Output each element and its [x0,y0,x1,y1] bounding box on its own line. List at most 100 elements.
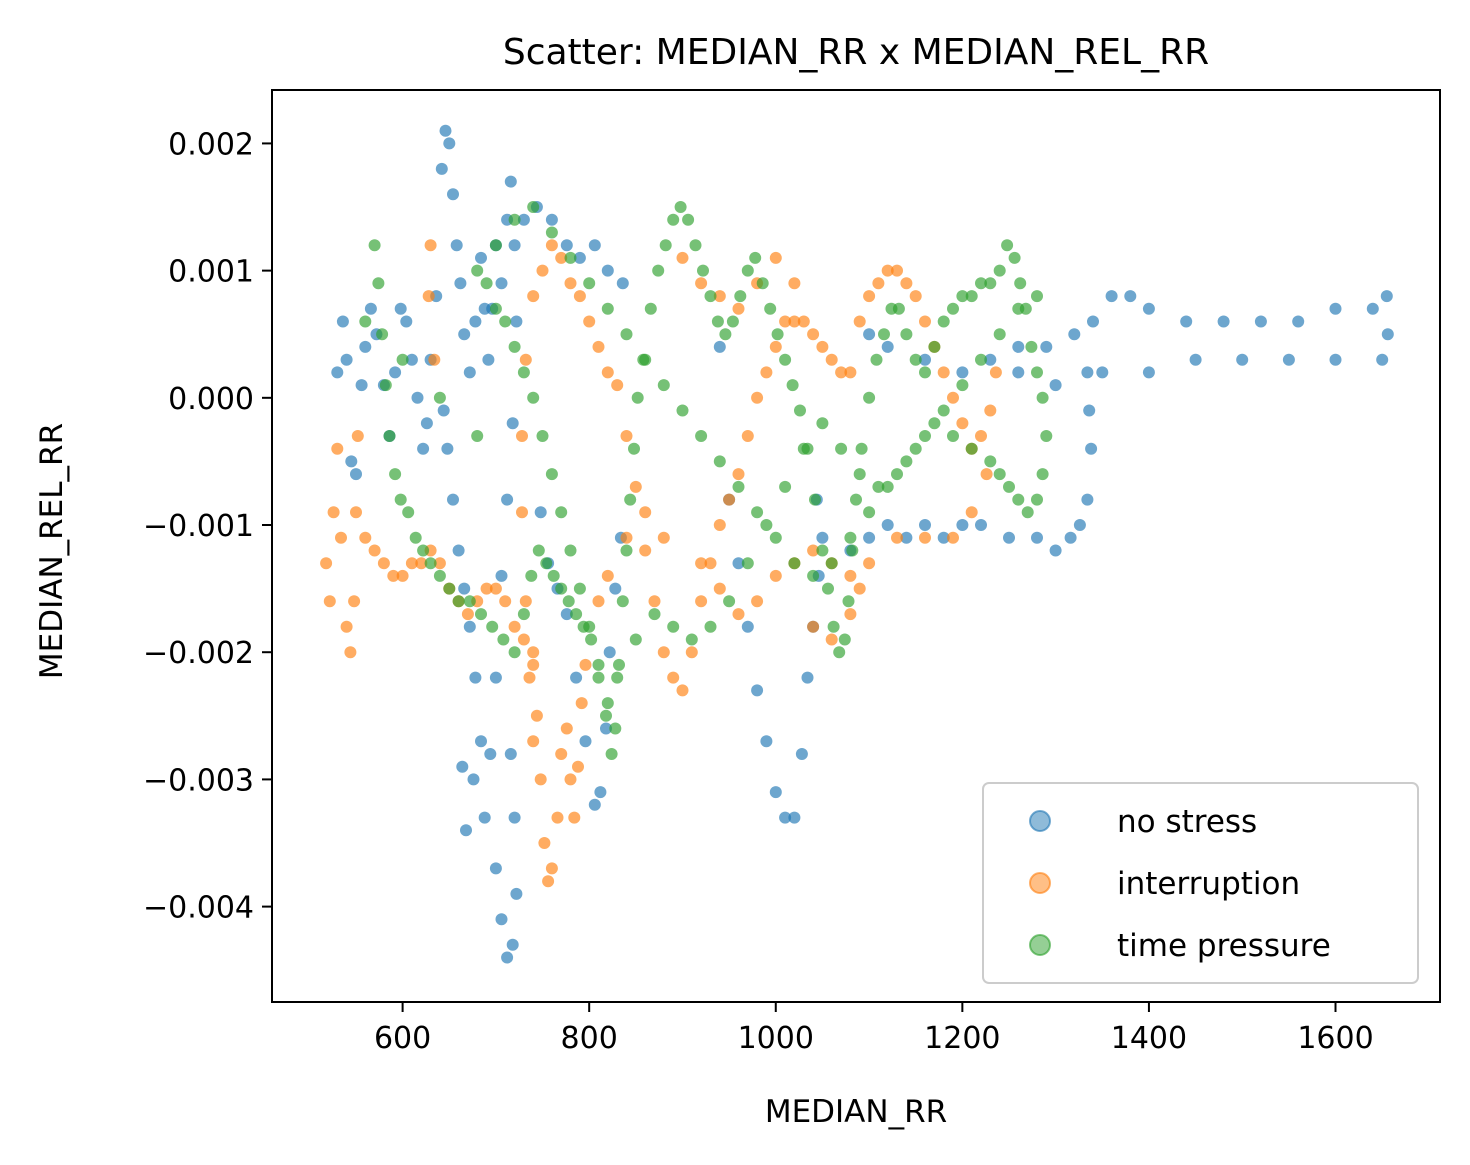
data-point [756,277,769,290]
legend-marker-no-stress [1029,810,1051,832]
data-point [1083,404,1096,417]
data-point [547,569,560,582]
data-point [433,569,446,582]
data-point [947,531,959,544]
data-point [676,684,689,697]
data-point [807,620,820,633]
data-point [844,531,857,544]
data-point [628,442,640,455]
data-point [892,302,905,315]
legend-box [982,782,1419,984]
data-point [842,595,855,608]
data-point [816,417,829,430]
data-point [435,162,448,175]
data-point [779,811,792,824]
data-point [359,531,372,544]
data-point [989,366,1002,379]
data-point [402,506,415,519]
data-point [545,213,558,226]
data-point [572,760,584,773]
data-point [1040,430,1053,442]
data-point [801,671,814,684]
data-point [719,328,732,341]
data-point [364,302,377,315]
data-point [900,328,913,341]
data-point [504,175,517,188]
y-tick-label: 0.001 [168,255,254,290]
data-point [452,544,465,557]
data-point [1142,302,1155,315]
data-point [601,302,614,315]
data-point [420,417,433,430]
y-tick-label: 0.002 [168,127,254,162]
data-point [788,277,801,290]
data-point [667,671,680,684]
data-point [844,569,857,582]
data-point [562,595,575,608]
data-point [460,824,472,837]
data-point [900,455,913,468]
data-point [480,582,493,595]
data-point [704,620,717,633]
data-point [601,366,614,379]
data-point [359,315,372,328]
data-point [844,366,857,379]
legend-label-time-pressure: time pressure [1117,928,1331,964]
data-point [639,506,652,519]
data-point [368,239,381,252]
data-point [417,442,430,455]
data-point [807,544,820,557]
data-point [965,506,978,519]
data-point [741,557,754,570]
data-point [695,277,708,290]
data-point [506,417,519,430]
data-point [648,595,661,608]
data-point [592,658,605,671]
x-tick-label: 1400 [1111,1021,1187,1056]
data-point [551,811,564,824]
data-point [592,340,605,353]
data-point [1236,353,1249,366]
data-point [723,493,736,506]
data-point [573,290,586,303]
data-point [560,608,573,621]
x-tick-label: 1000 [738,1021,814,1056]
data-point [592,671,605,684]
data-point [394,302,407,315]
data-point [620,544,633,557]
data-point [504,748,517,760]
data-point [1085,442,1098,455]
data-point [396,353,409,366]
data-point [1036,468,1049,481]
data-point [749,251,762,264]
data-point [965,442,978,455]
data-point [441,442,454,455]
data-point [534,773,547,786]
data-point [919,353,931,366]
data-point [639,544,652,557]
x-tick-label: 1600 [1297,1021,1373,1056]
data-point [657,379,670,392]
data-point [956,519,969,531]
data-point [937,315,950,328]
data-point [928,417,941,430]
data-point [624,493,637,506]
data-point [527,658,540,671]
data-point [501,493,514,506]
plot-frame [271,89,1441,1003]
data-point [372,277,385,290]
data-point [751,595,764,608]
data-point [620,430,633,442]
legend-label-interruption: interruption [1117,866,1300,902]
data-point [433,391,446,404]
data-point [695,430,708,442]
data-point [751,684,764,697]
data-point [1003,480,1015,493]
data-point [760,735,773,748]
data-point [389,366,402,379]
data-point [433,557,446,570]
data-point [657,646,670,659]
data-point [471,264,484,277]
data-point [1064,531,1077,544]
